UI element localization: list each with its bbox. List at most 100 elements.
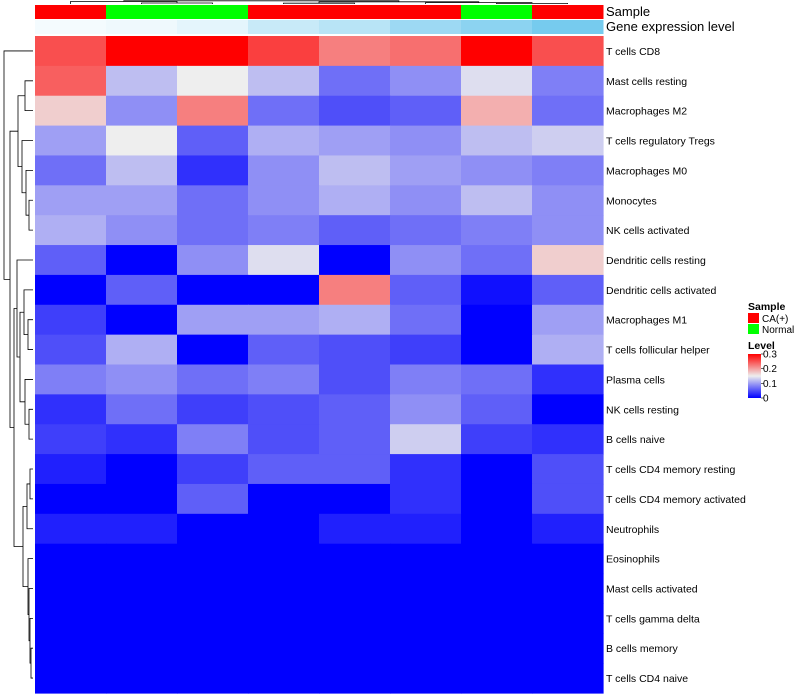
heatmap-cell [390, 36, 462, 67]
heatmap-cell [319, 245, 391, 276]
heatmap-cell [177, 304, 249, 336]
heatmap-cell [35, 95, 107, 127]
sample-annotation-cell [35, 5, 107, 19]
heatmap-cell [390, 364, 462, 395]
row-label: T cells regulatory Tregs [606, 136, 715, 148]
heatmap-cell [319, 573, 391, 605]
heatmap-cell [248, 603, 320, 634]
row-label: T cells CD4 memory activated [606, 494, 746, 506]
heatmap-cell [390, 65, 462, 97]
heatmap-cell [390, 543, 462, 575]
heatmap-cell [319, 274, 391, 306]
legend-level-tick-label: 0.1 [763, 379, 777, 390]
heatmap-cell [106, 245, 178, 276]
heatmap-cell [461, 483, 533, 515]
expression-annotation-cell [461, 20, 533, 34]
dendrogram-branch [496, 3, 568, 4]
heatmap-cell [461, 513, 533, 545]
heatmap-cell [319, 215, 391, 246]
heatmap-cell [177, 65, 249, 97]
dendrogram-branch [3, 50, 33, 280]
heatmap-cell [461, 603, 533, 634]
dendrogram-branch [24, 80, 33, 112]
heatmap-cell [532, 274, 604, 306]
sample-annotation-cell [106, 5, 178, 19]
heatmap-cell [248, 543, 320, 575]
row-labels: T cells CD8 Mast cells resting Macrophages… [606, 46, 746, 685]
heatmap-cell [319, 663, 391, 694]
heatmap-cell [461, 454, 533, 485]
heatmap-cell [106, 36, 178, 67]
heatmap-cell [248, 483, 320, 515]
heatmap-cell [106, 513, 178, 545]
heatmap-cell [35, 424, 107, 455]
heatmap-cell [35, 573, 107, 605]
heatmap-cell [319, 155, 391, 186]
heatmap-cell [177, 274, 249, 306]
heatmap-cell [319, 633, 391, 664]
heatmap-cell [461, 155, 533, 186]
heatmap-cell [532, 573, 604, 605]
heatmap-cell [319, 95, 391, 127]
heatmap-cell [177, 663, 249, 694]
row-label: B cells memory [606, 643, 679, 655]
heatmap-cell [390, 95, 462, 127]
heatmap-cell [106, 394, 178, 425]
expression-annotation-cell [106, 20, 178, 34]
heatmap-cell [461, 573, 533, 605]
sample-annotation-cell [461, 5, 533, 19]
heatmap-cell [177, 573, 249, 605]
row-label: T cells CD8 [606, 46, 660, 58]
heatmap-cell [35, 304, 107, 336]
heatmap-cell [390, 125, 462, 157]
legend-sample-label: Normal [762, 325, 794, 336]
heatmap-cell [461, 394, 533, 425]
heatmap-cell [319, 543, 391, 575]
heatmap-cell [248, 95, 320, 127]
row-dendrogram [3, 50, 33, 679]
heatmap-cell [532, 36, 604, 67]
heatmap-cell [106, 215, 178, 246]
heatmap-cell [390, 304, 462, 336]
heatmap-cell [461, 185, 533, 216]
heatmap-cell [106, 663, 178, 694]
heatmap-cell [248, 663, 320, 694]
heatmap-cell [532, 95, 604, 127]
legend-level-title: Level [748, 340, 775, 352]
heatmap-cell [248, 424, 320, 455]
dendrogram-branch [283, 2, 355, 4]
expression-annotation-cell [248, 20, 320, 34]
heatmap-cell [319, 364, 391, 395]
heatmap-cell [248, 274, 320, 306]
row-label: T cells CD4 memory resting [606, 464, 735, 476]
row-label: NK cells resting [606, 404, 679, 416]
heatmap-cell [35, 185, 107, 216]
legend-sample-swatch [748, 313, 759, 323]
heatmap-cell [390, 603, 462, 634]
row-label: Macrophages M2 [606, 106, 687, 118]
heatmap-cell [532, 334, 604, 366]
sample-annotation-cell [390, 5, 462, 19]
row-label: T cells CD4 naive [606, 673, 688, 685]
heatmap-cell [248, 454, 320, 485]
heatmap-cell [35, 155, 107, 186]
heatmap-cell [248, 155, 320, 186]
heatmap-cell [177, 394, 249, 425]
row-label: T cells follicular helper [606, 345, 710, 357]
heatmap-cell [319, 603, 391, 634]
heatmap-cell [35, 633, 107, 664]
heatmap-cell [390, 663, 462, 694]
heatmap-cell [390, 334, 462, 366]
heatmap-cell [177, 245, 249, 276]
heatmap-cell [106, 95, 178, 127]
legend-level-ticks: 0.3 0.2 0.1 0 [761, 350, 777, 405]
heatmap-cell [390, 185, 462, 216]
row-label: Monocytes [606, 195, 657, 207]
sample-annotation-row [35, 5, 604, 19]
heatmap-cell [532, 185, 604, 216]
heatmap-cell [35, 483, 107, 515]
heatmap-cell [532, 513, 604, 545]
heatmap-cell [106, 543, 178, 575]
heatmap-cell [390, 483, 462, 515]
